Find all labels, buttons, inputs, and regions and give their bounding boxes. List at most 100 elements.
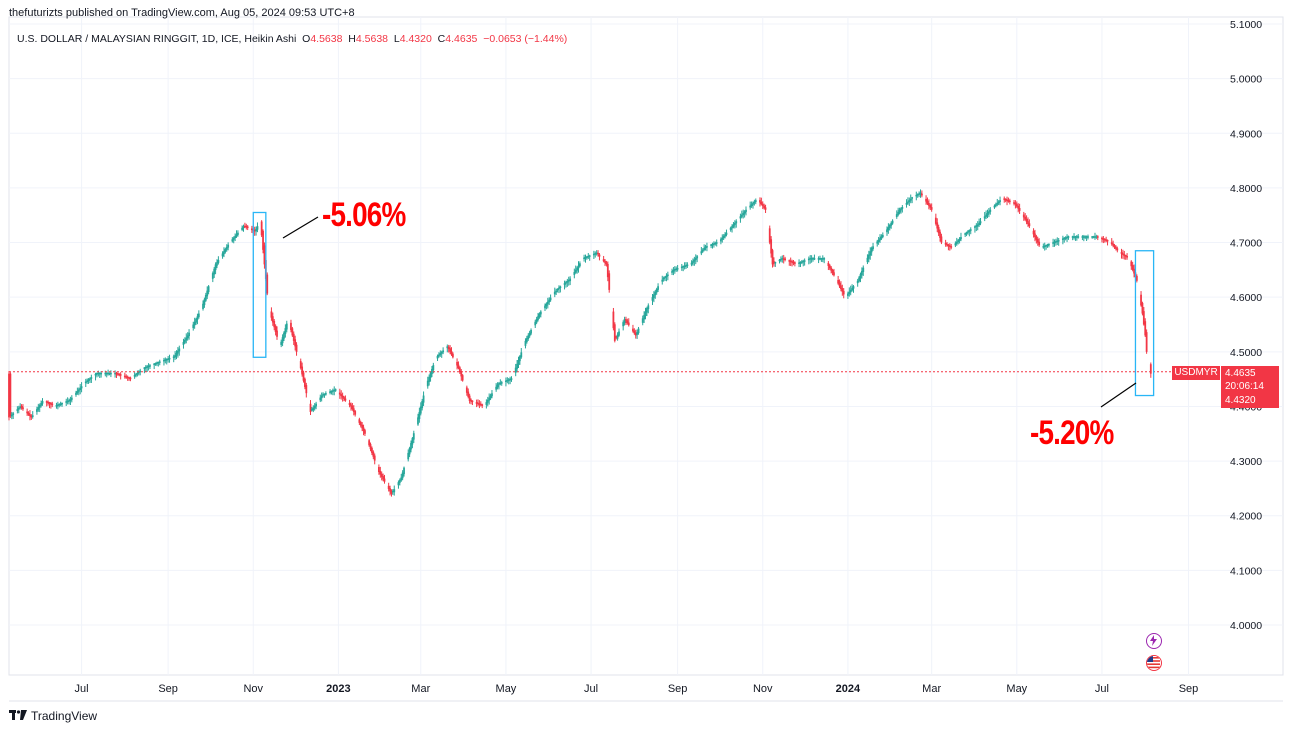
candle-body — [979, 221, 982, 224]
candle-body — [235, 234, 238, 237]
candle-body — [393, 489, 396, 493]
candle-body — [343, 397, 345, 400]
candle-body — [368, 440, 371, 446]
candle-body — [644, 311, 647, 316]
candle-body — [22, 407, 24, 410]
candle-body — [546, 301, 549, 305]
candle-body — [66, 400, 69, 403]
candle-body — [1004, 198, 1007, 201]
candle-body — [594, 253, 597, 255]
candle-body — [1042, 246, 1045, 248]
candle-body — [930, 207, 933, 210]
candle-body — [192, 324, 195, 329]
candle-body — [315, 403, 317, 407]
candle-body — [241, 227, 244, 230]
candle-body — [654, 291, 657, 296]
candle-body — [672, 270, 675, 272]
candle-body — [820, 258, 823, 260]
candle-body — [1034, 233, 1036, 238]
candle-body — [877, 239, 880, 242]
candle-body — [813, 258, 816, 260]
candle-body — [976, 224, 979, 227]
candle-body — [636, 332, 639, 335]
candle-body — [876, 241, 879, 244]
candle-body — [566, 281, 569, 283]
candle-body — [555, 290, 558, 293]
candle-body — [528, 332, 531, 337]
candle-body — [749, 205, 752, 208]
candle-body — [696, 256, 699, 259]
candle-body — [86, 380, 89, 383]
candle-body — [312, 407, 315, 411]
candle-body — [105, 372, 108, 375]
candle-body — [714, 242, 717, 245]
candle-body — [400, 477, 403, 481]
candle-body — [584, 257, 587, 259]
time-axis[interactable]: Jul Sep Nov 2023 Mar May Jul Sep Nov 2024 Mar May Ju… — [75, 683, 1199, 695]
candle-body — [819, 258, 821, 260]
candle-body — [919, 192, 922, 195]
candle-body — [475, 402, 478, 404]
candle-body — [929, 205, 932, 208]
time-tick-label: 2024 — [836, 683, 861, 695]
candle-body — [847, 293, 849, 296]
time-tick-label: Mar — [411, 683, 430, 695]
price-axis[interactable]: 5.1000 5.0000 4.9000 4.8000 4.7000 4.6000 4.50… — [1230, 19, 1262, 632]
candle-body — [881, 234, 884, 238]
candle-body — [157, 361, 160, 364]
candle-body — [202, 303, 204, 309]
candle-body — [100, 372, 103, 375]
candle-body — [701, 249, 704, 252]
candle-body — [216, 262, 218, 266]
candle-body — [1008, 200, 1011, 203]
candle-body — [831, 269, 834, 273]
candle-body — [436, 355, 439, 359]
candle-body — [915, 194, 918, 197]
candle-body — [486, 399, 489, 403]
candle-body — [255, 228, 257, 232]
change-value: −0.0653 (−1.44%) — [483, 33, 568, 45]
candle-body — [12, 413, 15, 416]
us-flag-icon[interactable] — [1146, 655, 1162, 671]
candle-body — [340, 394, 343, 397]
candle-body — [925, 198, 927, 202]
candle-body — [290, 322, 292, 330]
symbol-description[interactable]: U.S. DOLLAR / MALAYSIAN RINGGIT, 1D, ICE… — [17, 33, 297, 45]
bar-countdown: 20:06:14 — [1225, 381, 1264, 392]
time-tick-label: Sep — [158, 683, 178, 695]
candle-body — [905, 202, 908, 205]
candle-body — [271, 316, 274, 323]
candle-body — [664, 276, 666, 279]
candle-body — [576, 267, 579, 271]
last-price-tag: 4.4635 20:06:14 — [1221, 366, 1279, 394]
time-tick-label: Sep — [1179, 683, 1199, 695]
candle-body — [1035, 236, 1038, 240]
candle-body — [1073, 236, 1075, 238]
candle-body — [341, 395, 344, 398]
candle-body — [79, 387, 82, 391]
candle-body — [879, 238, 881, 241]
candle-body — [322, 394, 324, 396]
candle-body — [354, 411, 357, 415]
candle-body — [164, 359, 167, 361]
candle-body — [934, 217, 937, 224]
candle-body — [1043, 245, 1046, 248]
candle-body — [334, 389, 337, 391]
candle-body — [126, 376, 129, 379]
tradingview-brand[interactable]: TradingView — [9, 709, 97, 723]
candle-body — [1003, 198, 1006, 200]
candle-body — [585, 256, 588, 258]
candle-body — [276, 330, 278, 337]
candle-body — [563, 283, 566, 285]
lightning-icon[interactable] — [1146, 633, 1162, 649]
publisher-line: thefuturizts published on TradingView.co… — [9, 7, 355, 19]
candle-body — [1130, 261, 1133, 267]
candle-body — [383, 478, 386, 482]
candle-body — [10, 414, 13, 417]
candle-body — [690, 262, 693, 265]
candle-body — [372, 451, 375, 457]
candle-body — [1071, 236, 1074, 238]
candle-body — [431, 368, 433, 375]
candle-body — [232, 237, 235, 240]
